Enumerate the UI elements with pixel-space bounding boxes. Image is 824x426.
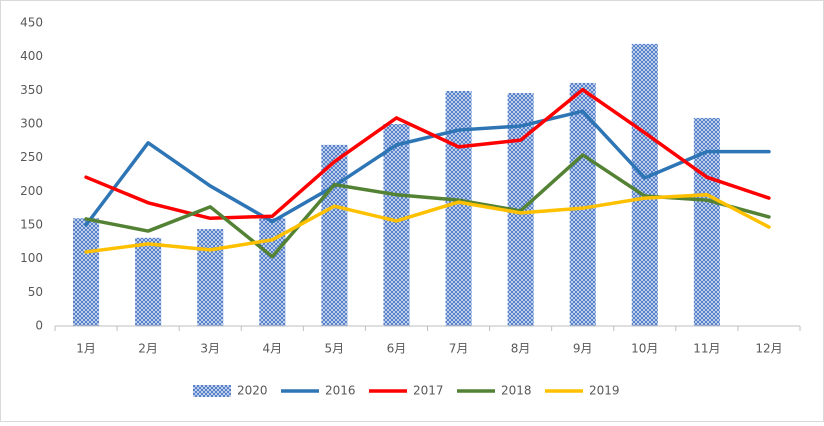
legend-label: 2017 (413, 384, 444, 398)
y-tick-label: 400 (20, 49, 43, 63)
bar (197, 229, 224, 326)
line-series (84, 109, 771, 227)
x-tick-label: 5月 (325, 342, 345, 356)
y-tick-label: 200 (20, 184, 43, 198)
bar (631, 43, 658, 327)
x-tick-label: 4月 (262, 342, 282, 356)
x-tick-label: 10月 (631, 342, 658, 356)
legend-label: 2016 (325, 384, 356, 398)
bar (321, 144, 348, 326)
x-tick-label: 8月 (511, 342, 531, 356)
y-tick-label: 300 (20, 117, 43, 131)
x-tick-label: 2月 (138, 342, 158, 356)
y-tick-label: 50 (28, 285, 43, 299)
bar (445, 91, 472, 326)
bar (383, 124, 410, 326)
y-tick-label: 350 (20, 83, 43, 97)
y-tick-label: 450 (20, 16, 43, 30)
x-tick-label: 7月 (449, 342, 469, 356)
legend-swatch (193, 385, 231, 397)
legend-label: 2020 (237, 384, 268, 398)
bar (569, 82, 596, 326)
x-tick-label: 1月 (76, 342, 96, 356)
legend-label: 2019 (589, 384, 620, 398)
legend-label: 2018 (501, 384, 532, 398)
x-tick-label: 6月 (387, 342, 407, 356)
x-tick-label: 11月 (693, 342, 720, 356)
y-tick-label: 150 (20, 218, 43, 232)
bar (73, 218, 100, 326)
x-tick-label: 12月 (755, 342, 782, 356)
line-series (84, 87, 771, 221)
bar (135, 237, 162, 326)
y-tick-label: 250 (20, 150, 43, 164)
line-series (84, 192, 771, 254)
y-tick-label: 0 (35, 319, 43, 333)
y-tick-label: 100 (20, 251, 43, 265)
x-tick-label: 3月 (200, 342, 220, 356)
x-tick-label: 9月 (573, 342, 593, 356)
bar (693, 117, 720, 326)
